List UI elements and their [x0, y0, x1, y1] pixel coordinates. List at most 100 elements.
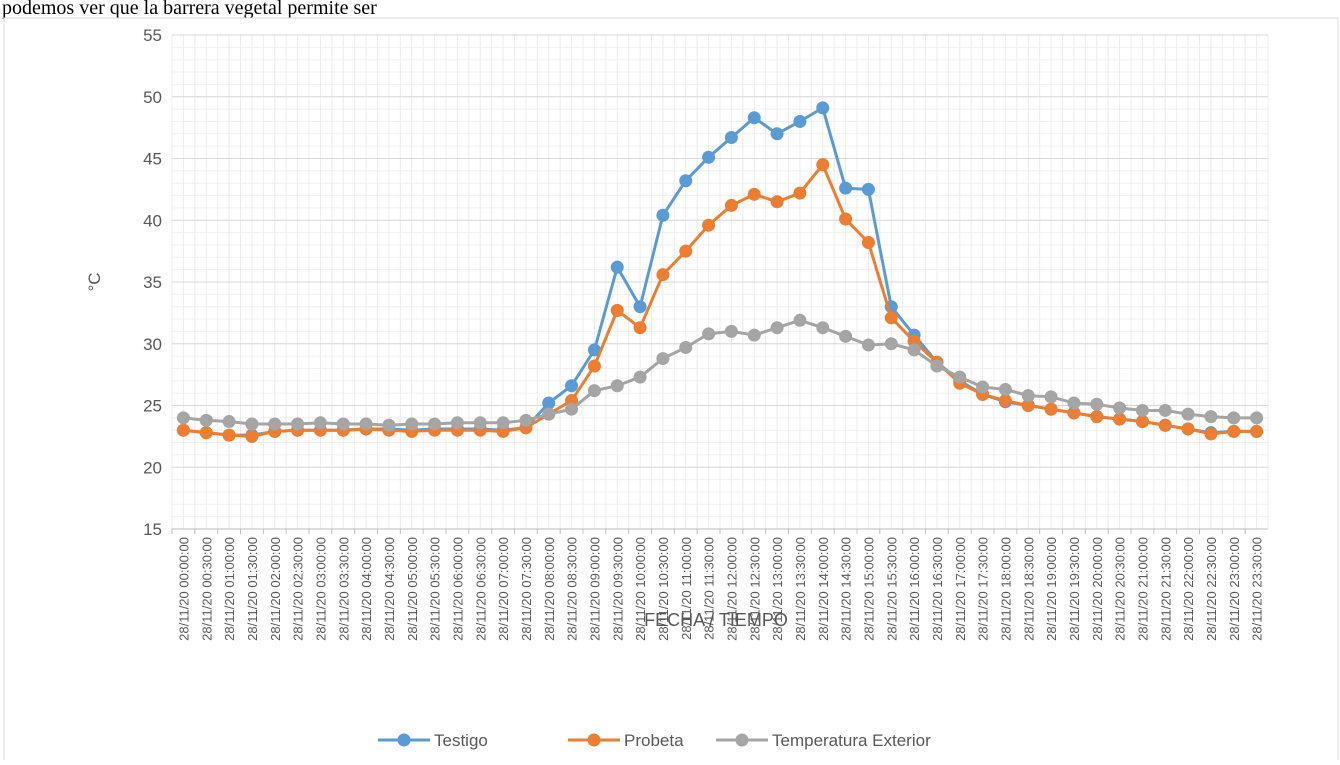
- x-tick-label: 28/11/20 08:00:00: [542, 537, 557, 641]
- data-point: [176, 423, 190, 437]
- x-tick-label: 28/11/20 01:30:00: [245, 537, 260, 641]
- y-tick-label: 30: [143, 335, 162, 354]
- data-point: [907, 343, 921, 357]
- data-point: [450, 416, 464, 430]
- x-tick-label: 28/11/20 11:30:00: [702, 537, 717, 640]
- legend-label: Temperatura Exterior: [772, 731, 931, 750]
- x-tick-label: 28/11/20 23:30:00: [1250, 537, 1265, 641]
- y-axis-title: °C: [85, 272, 104, 291]
- data-point: [1113, 401, 1127, 415]
- x-tick-label: 28/11/20 14:30:00: [839, 537, 854, 641]
- x-tick-label: 28/11/20 04:30:00: [382, 537, 397, 641]
- x-tick-label: 28/11/20 21:30:00: [1158, 537, 1173, 641]
- data-point: [1250, 424, 1264, 438]
- data-point: [770, 321, 784, 335]
- data-point: [1181, 407, 1195, 421]
- data-point: [1204, 410, 1218, 424]
- x-tick-label: 28/11/20 12:00:00: [724, 537, 739, 641]
- data-point: [1021, 389, 1035, 403]
- data-point: [565, 402, 579, 416]
- legend-label: Testigo: [434, 731, 488, 750]
- x-tick-label: 28/11/20 15:30:00: [884, 537, 899, 641]
- data-point: [702, 327, 716, 341]
- x-tick-label: 28/11/20 19:00:00: [1044, 537, 1059, 641]
- x-tick-label: 28/11/20 05:00:00: [405, 537, 420, 641]
- data-point: [747, 111, 761, 125]
- data-point: [998, 394, 1012, 408]
- data-point: [816, 158, 830, 172]
- legend-marker: [735, 733, 749, 747]
- data-point: [610, 379, 624, 393]
- x-tick-label: 28/11/20 05:30:00: [428, 537, 443, 641]
- chart-frame: [3, 17, 1339, 764]
- y-tick-label: 25: [143, 397, 162, 416]
- data-point: [1135, 415, 1149, 429]
- x-tick-label: 28/11/20 19:30:00: [1067, 537, 1082, 641]
- x-tick-label: 28/11/20 04:00:00: [359, 537, 374, 641]
- data-point: [405, 417, 419, 431]
- data-point: [861, 338, 875, 352]
- data-point: [1135, 403, 1149, 417]
- data-point: [724, 324, 738, 338]
- data-point: [998, 382, 1012, 396]
- data-point: [770, 127, 784, 141]
- data-point: [336, 417, 350, 431]
- x-tick-label: 28/11/20 02:00:00: [268, 537, 283, 641]
- data-point: [542, 407, 556, 421]
- x-tick-label: 28/11/20 06:00:00: [450, 537, 465, 641]
- x-axis-title: FECHA / TIEMPO: [644, 610, 788, 630]
- data-point: [176, 411, 190, 425]
- legend-marker: [587, 733, 601, 747]
- x-tick-label: 28/11/20 14:00:00: [816, 537, 831, 641]
- x-tick-label: 28/11/20 07:00:00: [496, 537, 511, 641]
- data-point: [1204, 427, 1218, 441]
- x-tick-label: 28/11/20 16:00:00: [907, 537, 922, 641]
- data-point: [1227, 424, 1241, 438]
- data-point: [793, 186, 807, 200]
- data-point: [702, 150, 716, 164]
- data-point: [839, 212, 853, 226]
- x-tick-label: 28/11/20 08:30:00: [565, 537, 580, 641]
- x-tick-label: 28/11/20 03:00:00: [313, 537, 328, 641]
- data-point: [861, 182, 875, 196]
- data-point: [633, 321, 647, 335]
- x-tick-label: 28/11/20 22:00:00: [1181, 537, 1196, 641]
- data-point: [313, 416, 327, 430]
- x-tick-label: 28/11/20 00:00:00: [176, 537, 191, 641]
- data-point: [519, 413, 533, 427]
- data-point: [1158, 418, 1172, 432]
- y-tick-label: 45: [143, 150, 162, 169]
- data-point: [724, 198, 738, 212]
- data-point: [610, 260, 624, 274]
- data-point: [222, 428, 236, 442]
- x-tick-label: 28/11/20 18:00:00: [998, 537, 1013, 641]
- x-tick-label: 28/11/20 17:30:00: [976, 537, 991, 641]
- data-point: [1181, 422, 1195, 436]
- data-point: [839, 329, 853, 343]
- x-tick-label: 28/11/20 00:30:00: [199, 537, 214, 641]
- data-point: [656, 208, 670, 222]
- data-point: [199, 413, 213, 427]
- data-point: [930, 359, 944, 373]
- x-tick-label: 28/11/20 10:00:00: [633, 537, 648, 641]
- data-point: [793, 114, 807, 128]
- data-point: [953, 370, 967, 384]
- data-point: [222, 415, 236, 429]
- data-point: [1113, 412, 1127, 426]
- data-point: [428, 417, 442, 431]
- x-tick-label: 28/11/20 20:00:00: [1090, 537, 1105, 641]
- data-point: [1021, 399, 1035, 412]
- x-tick-label: 28/11/20 16:30:00: [930, 537, 945, 641]
- data-point: [542, 396, 556, 410]
- data-point: [245, 429, 259, 443]
- data-point: [633, 300, 647, 314]
- data-point: [839, 181, 853, 195]
- document-text: podemos ver que la barrera vegetal permi…: [2, 0, 377, 19]
- data-point: [679, 174, 693, 188]
- data-point: [747, 187, 761, 201]
- x-tick-label: 28/11/20 11:00:00: [679, 537, 694, 640]
- x-tick-label: 28/11/20 01:00:00: [222, 537, 237, 641]
- data-point: [496, 416, 510, 430]
- data-point: [291, 417, 305, 431]
